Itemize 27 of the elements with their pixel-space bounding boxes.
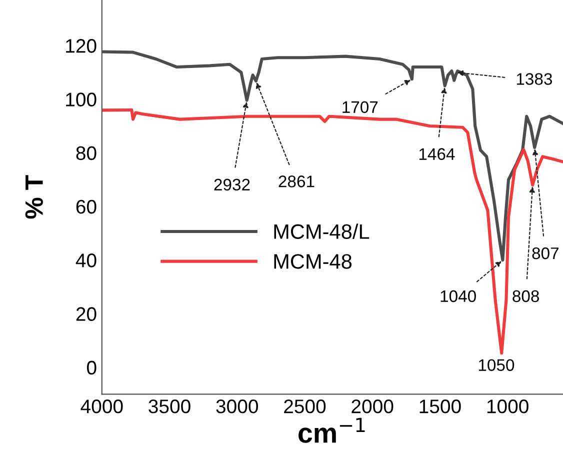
y-tick-label: 40 [76, 254, 96, 268]
x-tick-label: 3000 [216, 400, 258, 414]
x-tick-label: 1500 [420, 400, 461, 414]
x-tick-label: 4000 [80, 400, 123, 414]
annotation: 1383 [516, 73, 552, 85]
y-tick-label: 80 [76, 146, 96, 160]
x-tick-label: 2500 [284, 400, 326, 414]
y-tick-label: 0 [86, 360, 96, 375]
x-tick-label: 1000 [487, 400, 528, 414]
y-axis-title: % T [25, 175, 43, 219]
y-tick-label: 100 [66, 92, 96, 106]
y-tick-label: 20 [76, 307, 96, 321]
annotation: 1464 [419, 148, 455, 160]
annotation: 2861 [278, 176, 314, 188]
y-tick-label: 120 [66, 39, 96, 53]
legend-label: MCM-48 [274, 254, 352, 269]
legend-label: MCM-48/L [274, 224, 370, 239]
annotation: 1050 [478, 359, 514, 372]
annotation: 1707 [342, 101, 378, 114]
x-axis-title: cm$^{−1}$ [298, 418, 365, 443]
annotation: 2932 [214, 178, 250, 191]
annotation: 807 [532, 247, 558, 260]
y-tick-label: 60 [76, 200, 96, 214]
x-tick-label: 3500 [148, 400, 190, 414]
annotation: 808 [512, 290, 539, 302]
x-tick-label: 2000 [352, 400, 394, 414]
annotation: 1040 [440, 290, 476, 302]
